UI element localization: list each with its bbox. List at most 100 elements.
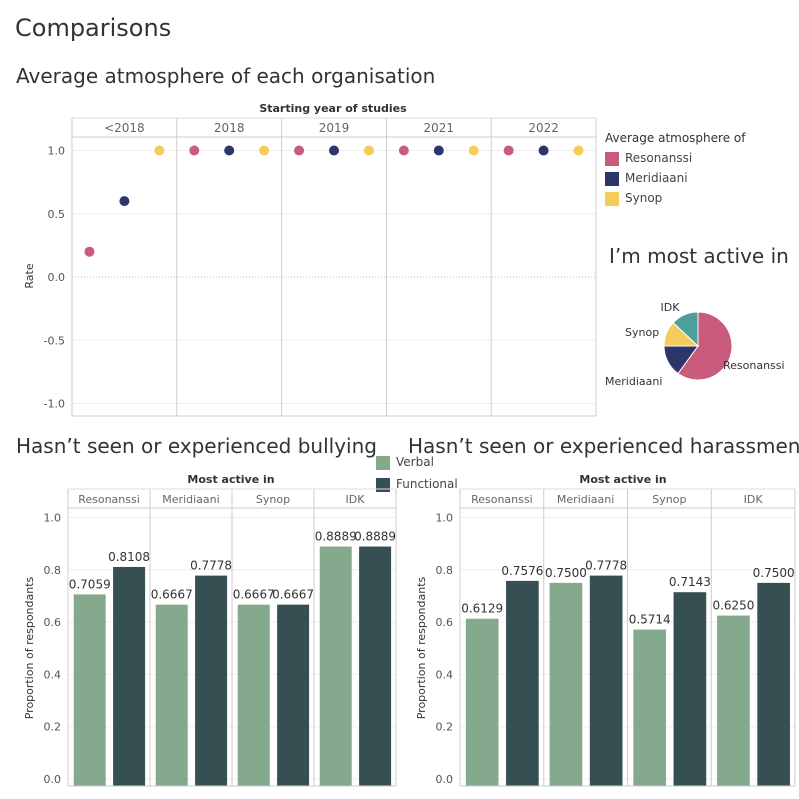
legend-swatch: [376, 455, 390, 470]
bar-verbal: [237, 604, 270, 786]
y-axis-label: Proportion of respondants: [23, 576, 36, 719]
panel-header-starting-year: Starting year of studies: [259, 102, 407, 115]
bar-value-label: 0.7576: [501, 564, 543, 578]
bar-legend: Verbal Functional: [376, 452, 458, 496]
legend-label: Resonanssi: [625, 151, 693, 165]
harassment-chart-title: Hasn’t seen or experienced harassment: [408, 434, 799, 458]
legend-swatch: [376, 477, 390, 492]
legend-label: Functional: [396, 477, 458, 491]
bar-value-label: 0.6667: [151, 588, 193, 602]
y-tick-label: 0.5: [48, 208, 66, 221]
panel-label: Resonanssi: [78, 493, 140, 506]
bar-verbal: [465, 618, 499, 786]
bar-value-label: 0.7059: [69, 577, 111, 591]
legend-item-meridiaani[interactable]: Meridiaani: [605, 168, 745, 188]
bar-functional: [277, 604, 310, 786]
y-tick-label: -1.0: [44, 398, 65, 411]
pie-label-synop: Synop: [625, 326, 659, 339]
pie-chart-title: I’m most active in: [609, 244, 789, 268]
bar-functional: [757, 582, 790, 786]
bar-verbal: [155, 604, 188, 786]
bullying-bar-chart: Most active in Proportion of respondants…: [23, 473, 397, 787]
panel-label: 2022: [528, 121, 559, 135]
dot-meridiaani: [329, 145, 339, 156]
panel-label: Synop: [652, 493, 686, 506]
bar-functional: [113, 566, 146, 786]
dot-synop: [259, 145, 270, 156]
y-axis-label: Proportion of respondants: [415, 576, 428, 719]
legend-item-functional[interactable]: Functional: [376, 474, 458, 496]
legend-item-synop[interactable]: Synop: [605, 188, 745, 208]
y-tick-label: 0.4: [436, 668, 454, 681]
dot-resonanssi: [294, 145, 305, 156]
legend-title: Average atmosphere of: [605, 131, 746, 145]
panel-header-most-active: Most active in: [187, 473, 274, 486]
bar-value-label: 0.7500: [545, 566, 587, 580]
dot-resonanssi: [84, 246, 95, 257]
dot-meridiaani: [119, 196, 130, 207]
bar-functional: [359, 546, 392, 786]
pie-label-meridiaani: Meridiaani: [605, 375, 662, 388]
y-tick-label: 0.0: [44, 773, 62, 786]
bar-value-label: 0.6250: [712, 599, 754, 613]
y-tick-label: 0.2: [436, 721, 454, 734]
atmosphere-chart-title: Average atmosphere of each organisation: [16, 64, 436, 88]
page-title: Comparisons: [15, 14, 172, 42]
harassment-bar-chart: Most active in Proportion of respondants…: [415, 473, 796, 787]
panel-label: Resonanssi: [471, 493, 533, 506]
bar-functional: [506, 580, 539, 786]
y-tick-label: 1.0: [44, 512, 62, 525]
pie-label-idk: IDK: [661, 301, 681, 314]
bar-value-label: 0.7500: [753, 566, 795, 580]
bar-value-label: 0.7778: [585, 559, 627, 573]
atmosphere-legend: Average atmosphere of Resonanssi Meridia…: [605, 128, 745, 208]
y-tick-label: -0.5: [44, 334, 65, 347]
panel-label: Meridiaani: [557, 493, 614, 506]
panel-header-most-active: Most active in: [579, 473, 666, 486]
y-axis-label: Rate: [23, 263, 36, 288]
panel-label: 2018: [214, 121, 245, 135]
bar-verbal: [319, 546, 352, 786]
bar-value-label: 0.8889: [354, 530, 396, 544]
bar-value-label: 0.7778: [190, 559, 232, 573]
legend-label: Verbal: [396, 455, 434, 469]
dot-resonanssi: [398, 145, 409, 156]
bar-functional: [195, 575, 228, 786]
y-tick-label: 0.2: [44, 721, 62, 734]
y-tick-label: 0.0: [48, 271, 66, 284]
legend-item-resonanssi[interactable]: Resonanssi: [605, 148, 745, 168]
pie-slice-resonanssi: [677, 311, 733, 381]
dot-resonanssi: [503, 145, 514, 156]
bar-value-label: 0.7143: [669, 575, 711, 589]
dot-meridiaani: [433, 145, 444, 156]
y-tick-label: 0.8: [436, 564, 454, 577]
y-tick-label: 1.0: [48, 145, 66, 158]
dot-synop: [573, 145, 584, 156]
legend-label: Synop: [625, 191, 663, 205]
dot-meridiaani: [538, 145, 549, 156]
dot-synop: [363, 145, 374, 156]
y-tick-label: 0.4: [44, 668, 62, 681]
bar-functional: [673, 592, 707, 786]
y-tick-label: 0.8: [44, 564, 62, 577]
dot-synop: [468, 145, 479, 156]
y-tick-label: 0.6: [436, 616, 454, 629]
legend-swatch: [605, 191, 619, 206]
bar-verbal: [73, 594, 106, 786]
pie-slice-idk: [672, 311, 699, 348]
dot-synop: [154, 145, 165, 156]
bar-value-label: 0.6667: [272, 588, 314, 602]
y-tick-label: 1.0: [436, 512, 454, 525]
bar-verbal: [633, 629, 667, 786]
panel-label: Synop: [256, 493, 290, 506]
pie-label-resonanssi: Resonanssi: [723, 359, 785, 372]
y-tick-label: 0.6: [44, 616, 62, 629]
bar-value-label: 0.5714: [629, 613, 671, 627]
panel-label: IDK: [346, 493, 366, 506]
dot-meridiaani: [224, 145, 235, 156]
panel-label: IDK: [744, 493, 764, 506]
y-tick-label: 0.0: [436, 773, 454, 786]
bar-value-label: 0.8108: [108, 550, 150, 564]
legend-item-verbal[interactable]: Verbal: [376, 452, 458, 474]
bar-value-label: 0.8889: [315, 530, 357, 544]
